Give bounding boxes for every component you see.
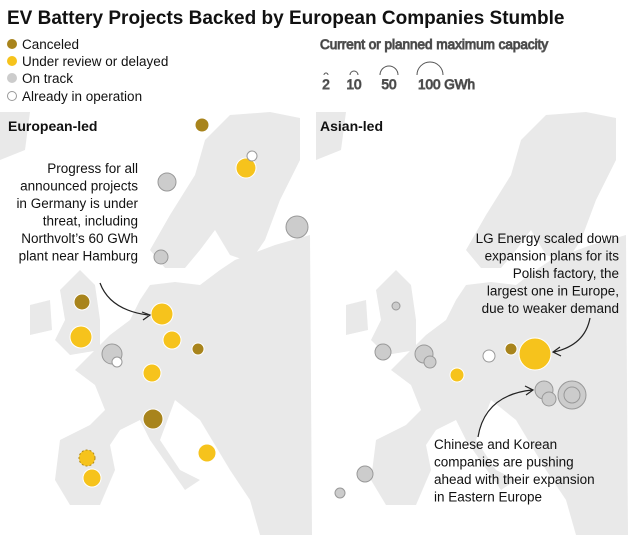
annotation-line: in Eastern Europe [434,490,542,505]
annotation-line: largest one in Europe, [487,284,619,299]
arrows [99,282,591,438]
title: EV Battery Projects Backed by European C… [7,8,565,29]
project-bubble [194,117,210,133]
project-bubble [142,408,164,430]
annotation-line: Polish factory, the [513,266,619,281]
project-bubble [518,337,552,371]
annotation-line: in Germany is under [16,196,138,211]
project-bubble [150,302,174,326]
project-bubble [285,215,309,239]
panel-title: Asian-led [320,118,383,134]
size-arc [323,72,329,76]
panel-title: European-led [8,118,97,134]
size-label: 50 [381,77,396,92]
legend-dot [7,39,17,49]
project-bubble [197,443,217,463]
arrow-head [524,385,535,396]
project-bubble [449,367,465,383]
size-arc [379,65,399,76]
annotation-line: threat, including [43,214,138,229]
annotation-line: due to weaker demand [482,301,619,316]
arrow [553,317,591,353]
legend-label: Already in operation [22,89,142,104]
size-arc [349,70,359,76]
arrow [99,282,149,316]
annotations: Progress for all announced projects in Ger… [16,161,619,505]
legend-label: Under review or delayed [22,54,168,69]
size-legend: Current or planned maximum capacity 2 10… [320,37,549,93]
project-bubble [504,342,518,356]
project-bubble [374,343,392,361]
project-bubble [153,249,169,265]
bubbles [69,117,587,499]
annotation-line: announced projects [20,179,138,194]
project-bubble [162,330,182,350]
annotation-line: Chinese and Korean [434,437,557,452]
annotation-line: LG Energy scaled down [476,231,619,246]
size-label: 100 GWh [418,77,475,92]
project-bubble [69,325,93,349]
project-bubble [235,157,257,179]
size-label: 2 [322,77,330,92]
size-arc [416,61,444,76]
legend-dot [7,73,17,83]
annotation-line: Northvolt’s 60 GWh [21,231,138,246]
project-bubble [541,391,557,407]
annotation-line: expansion plans for its [485,249,620,264]
project-bubble [423,355,437,369]
annotation-line: companies are pushing [434,455,574,470]
project-bubble [111,356,123,368]
legend-label: Canceled [22,37,79,52]
status-legend: Canceled Under review or delayed On trac… [7,37,168,104]
project-bubble [391,301,401,311]
project-bubble [142,363,162,383]
project-bubble [356,465,374,483]
project-bubble [157,172,177,192]
project-bubble [78,449,96,467]
arrow-head [551,346,562,357]
annotation-line: plant near Hamburg [19,249,138,264]
annotation-line: ahead with their expansion [434,472,595,487]
arrow [477,389,533,438]
annotation-line: Progress for all [47,161,138,176]
project-bubble [82,468,102,488]
size-label: 10 [346,77,361,92]
arrow-head [141,311,152,321]
project-bubble [191,342,205,356]
size-legend-title: Current or planned maximum capacity [320,37,548,52]
project-bubble [334,487,346,499]
project-bubble [246,150,258,162]
legend-dot [7,56,17,66]
legend-dot [7,91,17,101]
project-bubble [482,349,496,363]
legend-label: On track [22,71,73,86]
project-bubble [563,386,581,404]
project-bubble [73,293,91,311]
